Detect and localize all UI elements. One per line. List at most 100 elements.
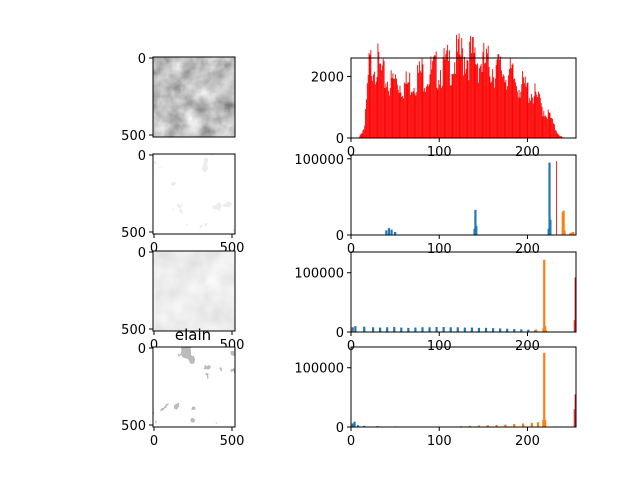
histogram-bar — [473, 52, 475, 139]
histogram-bar — [497, 54, 499, 138]
x-tick-label: 100 — [427, 434, 452, 449]
histogram-bar — [534, 83, 536, 138]
y-tick-label: 2000 — [311, 70, 344, 85]
histogram-bar — [396, 78, 397, 138]
histogram-bar — [488, 66, 490, 138]
histogram-bar — [535, 91, 537, 138]
histogram-bar — [466, 59, 468, 138]
histogram-bar — [544, 116, 546, 138]
histogram-bar — [408, 82, 410, 138]
histogram-bar — [371, 75, 373, 138]
photo-image — [153, 154, 235, 234]
histogram-bar — [546, 119, 548, 138]
histogram-bar — [510, 68, 512, 138]
histogram-bar — [532, 103, 534, 138]
histogram-bar — [429, 74, 431, 138]
histogram-bar — [454, 62, 456, 139]
histogram-bar — [492, 69, 494, 138]
y-tick-label: 500 — [121, 226, 146, 241]
histogram-bar — [453, 73, 455, 138]
histogram-bar — [401, 96, 403, 138]
histogram-bar — [404, 83, 406, 138]
histogram-bar — [378, 52, 380, 138]
histogram-bar — [538, 93, 540, 138]
histogram-bar — [495, 64, 497, 138]
histogram-bar — [403, 82, 405, 138]
histogram-bar — [437, 89, 439, 138]
histogram-bar — [531, 94, 532, 138]
histogram-bar — [364, 125, 366, 138]
histogram-bar — [425, 91, 427, 138]
histogram-bar — [461, 38, 463, 138]
histogram-bar — [422, 64, 424, 138]
histogram-bar — [489, 76, 491, 138]
histogram-bar — [433, 56, 434, 138]
histogram-bar — [459, 54, 461, 138]
histogram-bar — [486, 48, 487, 139]
histogram-bar — [511, 64, 513, 138]
histogram-bar — [380, 63, 382, 138]
histogram-bar — [531, 97, 533, 138]
histogram-bar — [550, 117, 552, 138]
histogram-bar — [504, 82, 506, 138]
x-tick-label: 0 — [347, 434, 355, 449]
histogram-bar — [540, 103, 542, 138]
histogram-bar — [478, 68, 480, 138]
histogram-bar — [410, 95, 412, 138]
histogram-bar — [381, 70, 382, 138]
histogram-bar — [370, 49, 372, 139]
histogram-bar — [471, 53, 472, 138]
histogram-bar — [447, 44, 449, 138]
histogram-bar — [392, 73, 394, 138]
histogram-bar — [436, 87, 438, 138]
histogram-bar — [496, 59, 498, 139]
histogram-bar — [522, 71, 524, 138]
histogram-bar — [455, 73, 457, 138]
histogram-bar — [480, 64, 482, 138]
histogram-bar — [386, 87, 388, 138]
series-1 — [385, 162, 552, 235]
histogram-bar — [485, 62, 487, 139]
histogram-bar — [383, 60, 385, 139]
histogram-bar — [471, 37, 473, 138]
x-tick-label: 500 — [220, 434, 245, 449]
histogram-bar — [384, 88, 386, 138]
y-tick-label: 0 — [336, 132, 344, 147]
histogram-bar — [409, 72, 411, 138]
histogram-bar — [519, 97, 521, 138]
x-tick-label: 0 — [150, 338, 158, 353]
histogram-bar — [421, 58, 423, 138]
histogram-bar — [448, 50, 450, 139]
histogram-bar — [373, 74, 374, 138]
histogram-bar — [394, 78, 396, 138]
histogram-bar — [457, 39, 459, 139]
histogram-bar — [498, 54, 500, 139]
histogram-bar — [538, 91, 539, 138]
y-tick-label: 500 — [121, 419, 146, 434]
histogram-panel-1: 0 2000 0 100 200 — [311, 33, 577, 160]
histogram-bar — [424, 87, 426, 138]
histogram-bar — [369, 54, 371, 138]
histogram-bar — [518, 90, 520, 138]
image-frame — [152, 153, 236, 235]
histogram-bar — [414, 93, 416, 138]
histogram-bar — [393, 78, 395, 138]
histogram-bar — [397, 89, 399, 138]
series-1 — [351, 326, 537, 332]
histogram-bar — [514, 78, 516, 138]
histogram-bar — [493, 87, 495, 138]
plot-area — [385, 161, 575, 235]
histogram-bar — [441, 87, 442, 138]
histogram-bar — [387, 81, 389, 138]
histogram-bar — [420, 72, 422, 138]
histogram-bar — [442, 56, 444, 139]
histogram-bar — [358, 136, 360, 138]
image-frame — [152, 346, 236, 428]
histogram-bar — [517, 97, 519, 138]
histogram-bar — [507, 86, 509, 138]
histogram-bar — [493, 77, 494, 138]
histogram-bar — [553, 124, 555, 138]
x-tick-label: 200 — [515, 242, 540, 257]
histogram-bar — [361, 133, 363, 138]
histogram-bar — [391, 78, 393, 138]
